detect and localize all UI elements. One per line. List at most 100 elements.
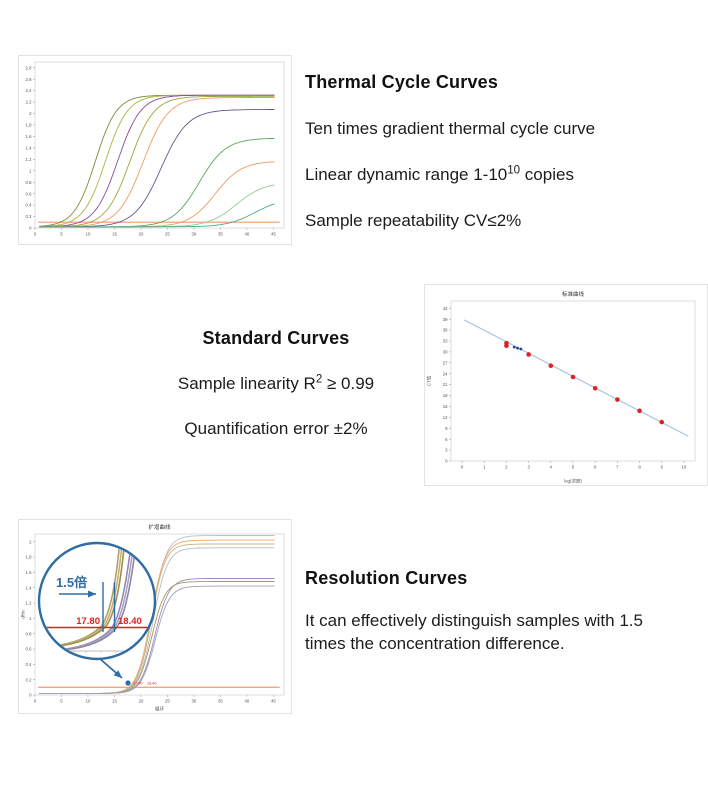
svg-text:0.6: 0.6 (26, 191, 33, 196)
svg-text:2.8: 2.8 (26, 65, 33, 70)
thermal-line-gradient: Ten times gradient thermal cycle curve (305, 119, 596, 138)
resolution-text-block: Resolution Curves It can effectively dis… (305, 568, 703, 655)
svg-text:15: 15 (112, 232, 117, 237)
standard-line-linearity: Sample linearity R2 ≥ 0.99 (138, 374, 414, 394)
svg-text:5: 5 (60, 699, 63, 704)
svg-text:1.4: 1.4 (26, 145, 33, 150)
thermal-line-cv: Sample repeatability CV≤2% (305, 211, 522, 230)
svg-text:0: 0 (34, 232, 37, 237)
svg-text:0.6: 0.6 (26, 647, 33, 652)
svg-text:2.6: 2.6 (26, 77, 33, 82)
svg-text:45: 45 (271, 699, 276, 704)
svg-text:35: 35 (218, 232, 223, 237)
range-exponent: 10 (507, 164, 521, 177)
svg-text:1.8: 1.8 (26, 555, 33, 560)
resolution-body: It can effectively distinguish samples w… (305, 611, 643, 653)
svg-text:0: 0 (445, 459, 448, 464)
resolution-title: Resolution Curves (305, 568, 468, 588)
svg-text:8: 8 (638, 465, 641, 470)
svg-text:12: 12 (443, 415, 448, 420)
svg-text:3: 3 (527, 465, 530, 470)
svg-text:1: 1 (29, 616, 32, 621)
svg-text:10: 10 (682, 465, 687, 470)
svg-text:6: 6 (445, 437, 448, 442)
svg-text:25: 25 (165, 232, 170, 237)
svg-text:10: 10 (86, 232, 91, 237)
svg-text:0.2: 0.2 (26, 214, 33, 219)
svg-text:18: 18 (443, 393, 448, 398)
svg-text:2.4: 2.4 (26, 88, 33, 93)
linearity-exponent: 2 (315, 373, 323, 386)
thermal-title: Thermal Cycle Curves (305, 72, 499, 92)
svg-text:33: 33 (443, 339, 448, 344)
range-post: copies (520, 165, 574, 184)
svg-text:25: 25 (165, 699, 170, 704)
svg-text:20: 20 (139, 699, 144, 704)
svg-text:0: 0 (29, 226, 32, 231)
svg-text:1.5倍: 1.5倍 (56, 575, 87, 590)
standard-text-block: Standard Curves Sample linearity R2 ≥ 0.… (138, 328, 414, 439)
svg-text:log(浓度): log(浓度) (564, 478, 583, 485)
svg-text:4: 4 (550, 465, 553, 470)
svg-text:21: 21 (443, 382, 448, 387)
svg-text:1.8: 1.8 (26, 123, 33, 128)
svg-text:循环: 循环 (155, 706, 164, 713)
svg-text:0: 0 (29, 693, 32, 698)
svg-text:dRn: dRn (21, 610, 26, 619)
svg-text:24: 24 (443, 371, 448, 376)
svg-text:2: 2 (505, 465, 508, 470)
svg-text:1.6: 1.6 (26, 570, 33, 575)
svg-text:36: 36 (443, 328, 448, 333)
svg-text:1: 1 (29, 168, 32, 173)
svg-text:0: 0 (461, 465, 464, 470)
svg-text:10: 10 (86, 699, 91, 704)
svg-text:27: 27 (443, 360, 448, 365)
svg-text:30: 30 (192, 232, 197, 237)
standard-line-error: Quantification error ±2% (184, 419, 368, 438)
range-pre: Linear dynamic range 1-10 (305, 165, 508, 184)
svg-text:2: 2 (29, 539, 32, 544)
svg-text:35: 35 (218, 699, 223, 704)
thermal-text-block: Thermal Cycle Curves Ten times gradient … (305, 72, 703, 231)
svg-text:42: 42 (443, 306, 448, 311)
thermal-line-range: Linear dynamic range 1-1010 copies (305, 165, 703, 185)
svg-text:18.40: 18.40 (147, 682, 157, 686)
svg-text:1.6: 1.6 (26, 134, 33, 139)
svg-text:1.2: 1.2 (26, 601, 33, 606)
standard-curve-chart: 0 1 2 3 4 5 6 7 8 9 10 0 3 6 9 12 15 18 21 24 27 30 33 36 39 42 标准… (424, 284, 708, 486)
svg-text:0.8: 0.8 (26, 631, 33, 636)
linearity-pre: Sample linearity R (177, 374, 316, 393)
svg-text:3: 3 (445, 448, 448, 453)
svg-text:1: 1 (483, 465, 486, 470)
svg-text:39: 39 (443, 317, 448, 322)
svg-text:0.8: 0.8 (26, 180, 33, 185)
svg-text:40: 40 (245, 699, 250, 704)
svg-text:9: 9 (445, 426, 448, 431)
standard-title: Standard Curves (202, 328, 350, 348)
svg-text:标准曲线: 标准曲线 (562, 290, 585, 298)
svg-text:5: 5 (60, 232, 63, 237)
svg-text:6: 6 (594, 465, 597, 470)
svg-text:15: 15 (443, 404, 448, 409)
svg-text:0: 0 (34, 699, 37, 704)
svg-text:0.4: 0.4 (26, 203, 33, 208)
svg-text:5: 5 (572, 465, 575, 470)
svg-text:18.40: 18.40 (118, 616, 142, 627)
svg-text:30: 30 (192, 699, 197, 704)
svg-text:0.4: 0.4 (26, 662, 33, 667)
svg-text:1.2: 1.2 (26, 157, 33, 162)
thermal-cycle-chart: 0 5 10 15 20 25 30 35 40 45 0 0.2 0.4 0.6 0.8 1 1.2 1.4 1.… (18, 55, 292, 245)
svg-text:扩增曲线: 扩增曲线 (148, 523, 171, 531)
svg-text:2: 2 (29, 111, 32, 116)
svg-text:17.80: 17.80 (76, 616, 100, 627)
svg-text:1.4: 1.4 (26, 585, 33, 590)
svg-text:17.80: 17.80 (133, 682, 143, 686)
svg-text:CT值: CT值 (426, 375, 433, 386)
resolution-chart: 0 5 10 15 20 25 30 35 40 45 0 0.2 0.4 0.6 0.8 1 1.2 1.4 1.… (18, 519, 292, 714)
svg-text:0.2: 0.2 (26, 677, 33, 682)
svg-text:40: 40 (245, 232, 250, 237)
svg-text:7: 7 (616, 465, 619, 470)
svg-text:45: 45 (271, 232, 276, 237)
linearity-post: ≥ 0.99 (322, 374, 375, 393)
